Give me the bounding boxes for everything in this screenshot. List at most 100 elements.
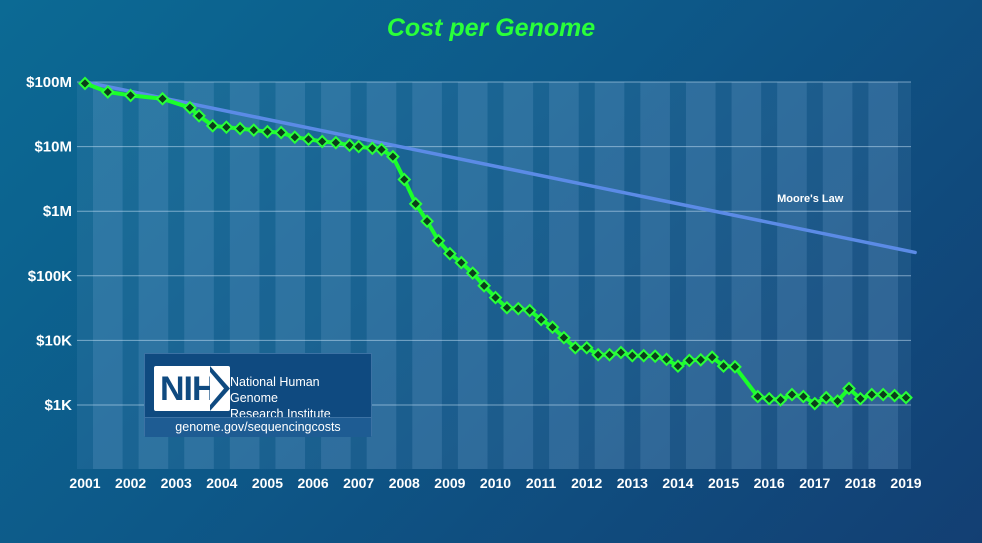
data-point: [315, 134, 330, 149]
data-point: [636, 348, 651, 363]
data-point: [246, 123, 261, 138]
data-point: [182, 100, 197, 115]
nih-institute-name: National Human Genome Research Institute: [230, 374, 370, 422]
nih-logo: NIH: [154, 366, 230, 411]
data-point: [365, 141, 380, 156]
data-point: [385, 149, 400, 164]
nih-institute-line1: National Human Genome: [230, 375, 320, 405]
data-point: [796, 389, 811, 404]
data-point: [705, 350, 720, 365]
x-tick-label: 2006: [297, 475, 328, 491]
x-tick-label: 2009: [434, 475, 465, 491]
data-point: [785, 387, 799, 402]
data-point: [465, 266, 480, 281]
data-point: [716, 359, 731, 374]
data-point: [887, 388, 902, 403]
data-point: [693, 352, 708, 367]
x-tick-label: 2011: [526, 475, 557, 491]
data-point: [342, 138, 357, 153]
y-tick-label: $1K: [44, 397, 72, 414]
x-tick-label: 2015: [708, 475, 739, 491]
x-tick-label: 2004: [206, 475, 237, 491]
moores-law-line: [83, 80, 917, 255]
data-point: [842, 381, 856, 396]
data-point: [78, 76, 92, 91]
x-tick-label: 2019: [890, 475, 921, 491]
data-point: [568, 340, 583, 355]
data-point: [351, 139, 366, 154]
data-point: [602, 347, 617, 362]
x-tick-label: 2018: [845, 475, 876, 491]
data-point: [557, 330, 571, 345]
data-point: [287, 130, 302, 145]
x-tick-label: 2008: [389, 475, 420, 491]
data-point: [591, 347, 606, 362]
nih-url-link[interactable]: genome.gov/sequencingcosts: [175, 420, 341, 434]
data-point: [625, 348, 640, 363]
x-tick-label: 2010: [480, 475, 511, 491]
data-point: [420, 214, 434, 229]
data-point: [762, 391, 777, 406]
data-point: [614, 345, 628, 360]
x-tick-label: 2013: [617, 475, 648, 491]
data-point: [750, 389, 765, 404]
x-tick-label: 2002: [115, 475, 146, 491]
data-point: [274, 125, 289, 140]
x-tick-label: 2001: [69, 475, 100, 491]
data-point: [773, 392, 788, 407]
data-point: [899, 390, 913, 405]
x-tick-label: 2007: [343, 475, 374, 491]
x-tick-label: 2017: [799, 475, 830, 491]
data-point: [123, 88, 138, 103]
data-point: [192, 108, 206, 123]
y-tick-label: $1M: [43, 203, 72, 220]
y-tick-label: $10M: [34, 139, 72, 156]
data-point: [671, 359, 685, 374]
data-point: [648, 349, 663, 364]
data-point: [374, 142, 389, 157]
data-point: [100, 85, 115, 99]
data-point: [545, 320, 560, 335]
data-point: [488, 290, 503, 305]
data-point: [408, 196, 423, 211]
data-point: [682, 353, 697, 368]
y-tick-label: $100K: [28, 268, 72, 285]
x-tick-label: 2005: [252, 475, 283, 491]
data-point: [522, 303, 537, 318]
data-point: [534, 312, 549, 327]
data-point: [728, 359, 742, 374]
data-point: [442, 246, 457, 261]
data-point: [233, 121, 247, 136]
y-tick-label: $100M: [26, 74, 72, 91]
data-point: [659, 352, 674, 367]
x-tick-label: 2016: [754, 475, 785, 491]
data-point: [328, 135, 343, 150]
data-point: [807, 396, 822, 411]
x-tick-label: 2014: [662, 475, 693, 491]
nih-logo-box: NIH National Human Genome Research Insti…: [144, 353, 372, 437]
data-point: [511, 301, 526, 316]
moores-law-label: Moore's Law: [777, 193, 844, 205]
data-point: [579, 340, 594, 355]
y-tick-label: $10K: [36, 332, 72, 349]
data-point: [864, 387, 879, 402]
data-point: [205, 118, 220, 133]
data-point: [853, 391, 868, 406]
data-point: [397, 172, 412, 187]
data-point: [477, 278, 492, 293]
nih-chevron-icon: [210, 366, 230, 411]
x-tick-label: 2003: [161, 475, 192, 491]
data-point: [830, 394, 845, 408]
data-point: [876, 387, 891, 402]
chart-title: Cost per Genome: [386, 14, 596, 42]
nih-logo-text: NIH: [160, 370, 217, 408]
data-point: [155, 91, 170, 106]
data-point: [431, 233, 446, 248]
data-point: [260, 124, 275, 139]
data-point: [301, 132, 316, 147]
data-point: [499, 300, 514, 315]
data-point: [454, 255, 469, 270]
data-point: [219, 120, 234, 135]
nih-url-bar: genome.gov/sequencingcosts: [145, 417, 371, 437]
